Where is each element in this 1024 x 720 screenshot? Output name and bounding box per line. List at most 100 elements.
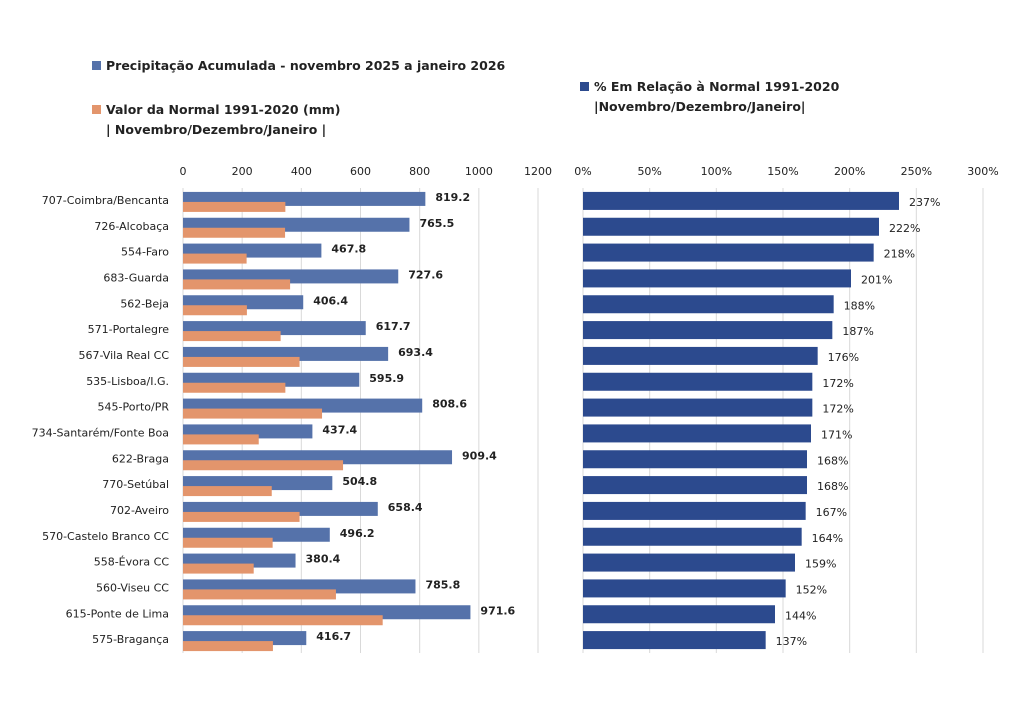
value-label: 406.4	[313, 294, 348, 307]
legend-item: Precipitação Acumulada - novembro 2025 a…	[92, 56, 505, 76]
value-label: 819.2	[435, 191, 470, 204]
category-label: 571-Portalegre	[88, 323, 170, 336]
bar	[183, 382, 286, 393]
value-label: 416.7	[316, 630, 351, 643]
bar	[583, 501, 806, 520]
bar	[183, 201, 286, 212]
value-label: 765.5	[419, 217, 454, 230]
category-label: 734-Santarém/Fonte Boa	[32, 426, 169, 439]
category-label: 554-Faro	[121, 246, 169, 259]
value-label: 159%	[805, 558, 836, 571]
category-label: 567-Vila Real CC	[78, 349, 169, 362]
bar	[583, 579, 786, 598]
bar	[583, 476, 807, 495]
bar	[183, 331, 281, 342]
x-tick-label: 600	[350, 165, 371, 178]
bar	[583, 605, 775, 624]
bar	[183, 615, 383, 626]
value-label: 808.6	[432, 398, 467, 411]
value-label: 467.8	[331, 243, 366, 256]
value-label: 909.4	[462, 449, 497, 462]
bar	[183, 641, 273, 652]
bar	[183, 408, 323, 419]
category-label: 707-Coimbra/Bencanta	[42, 194, 169, 207]
legend-swatch	[92, 61, 101, 70]
bar	[583, 321, 833, 340]
value-label: 617.7	[376, 320, 411, 333]
value-label: 137%	[776, 635, 807, 648]
value-label: 168%	[817, 454, 848, 467]
value-label: 168%	[817, 480, 848, 493]
x-tick-label: 50%	[637, 165, 661, 178]
bar	[583, 243, 874, 262]
x-tick-label: 800	[409, 165, 430, 178]
category-label: 770-Setúbal	[102, 478, 169, 491]
bar	[583, 631, 766, 650]
value-label: 658.4	[388, 501, 423, 514]
value-label: 167%	[816, 506, 847, 519]
bar	[583, 424, 811, 443]
bar	[583, 372, 813, 391]
value-label: 176%	[828, 351, 859, 364]
value-label: 504.8	[342, 475, 377, 488]
bar	[183, 460, 344, 471]
value-label: 171%	[821, 428, 852, 441]
category-label: 615-Ponte de Lima	[66, 607, 169, 620]
value-label: 496.2	[340, 527, 375, 540]
bar	[183, 305, 247, 316]
bar	[583, 450, 807, 469]
value-label: 172%	[822, 377, 853, 390]
bar	[183, 279, 291, 290]
x-tick-label: 150%	[767, 165, 798, 178]
bar	[183, 589, 336, 600]
bar	[183, 356, 300, 367]
bar	[183, 563, 254, 574]
bar	[183, 537, 273, 548]
value-label: 188%	[844, 299, 875, 312]
x-tick-label: 1000	[465, 165, 493, 178]
category-label: 558-Évora CC	[94, 556, 170, 569]
x-tick-label: 1200	[524, 165, 552, 178]
value-label: 187%	[842, 325, 873, 338]
category-label: 683-Guarda	[103, 271, 169, 284]
category-label: 560-Viseu CC	[96, 581, 169, 594]
category-label: 622-Braga	[112, 452, 169, 465]
legend-item: % Em Relação à Normal 1991-2020 |Novembr…	[580, 77, 839, 117]
bar	[183, 434, 259, 445]
bar	[583, 553, 795, 572]
bar	[183, 511, 300, 522]
value-label: 218%	[884, 248, 915, 261]
x-tick-label: 200	[232, 165, 253, 178]
x-tick-label: 250%	[901, 165, 932, 178]
value-label: 693.4	[398, 346, 433, 359]
x-tick-label: 400	[291, 165, 312, 178]
legend-label: Precipitação Acumulada - novembro 2025 a…	[106, 58, 506, 73]
value-label: 727.6	[408, 268, 443, 281]
bar	[583, 346, 818, 365]
value-label: 971.6	[480, 604, 515, 617]
value-label: 785.8	[425, 578, 460, 591]
value-label: 144%	[785, 609, 816, 622]
bar	[583, 269, 851, 288]
value-label: 595.9	[369, 372, 404, 385]
x-tick-label: 0	[180, 165, 187, 178]
legend-item: Valor da Normal 1991-2020 (mm) | Novembr…	[92, 100, 340, 140]
category-label: 570-Castelo Branco CC	[42, 530, 169, 543]
value-label: 172%	[822, 403, 853, 416]
bar	[183, 227, 286, 238]
bar	[183, 253, 247, 264]
category-label: 702-Aveiro	[110, 504, 169, 517]
category-label: 726-Alcobaça	[94, 220, 169, 233]
x-tick-label: 300%	[967, 165, 998, 178]
bar	[583, 295, 834, 314]
x-tick-label: 200%	[834, 165, 865, 178]
bar	[583, 191, 899, 210]
value-label: 222%	[889, 222, 920, 235]
bar	[183, 486, 272, 497]
value-label: 237%	[909, 196, 940, 209]
value-label: 152%	[796, 583, 827, 596]
value-label: 380.4	[306, 553, 341, 566]
bar	[583, 527, 802, 546]
